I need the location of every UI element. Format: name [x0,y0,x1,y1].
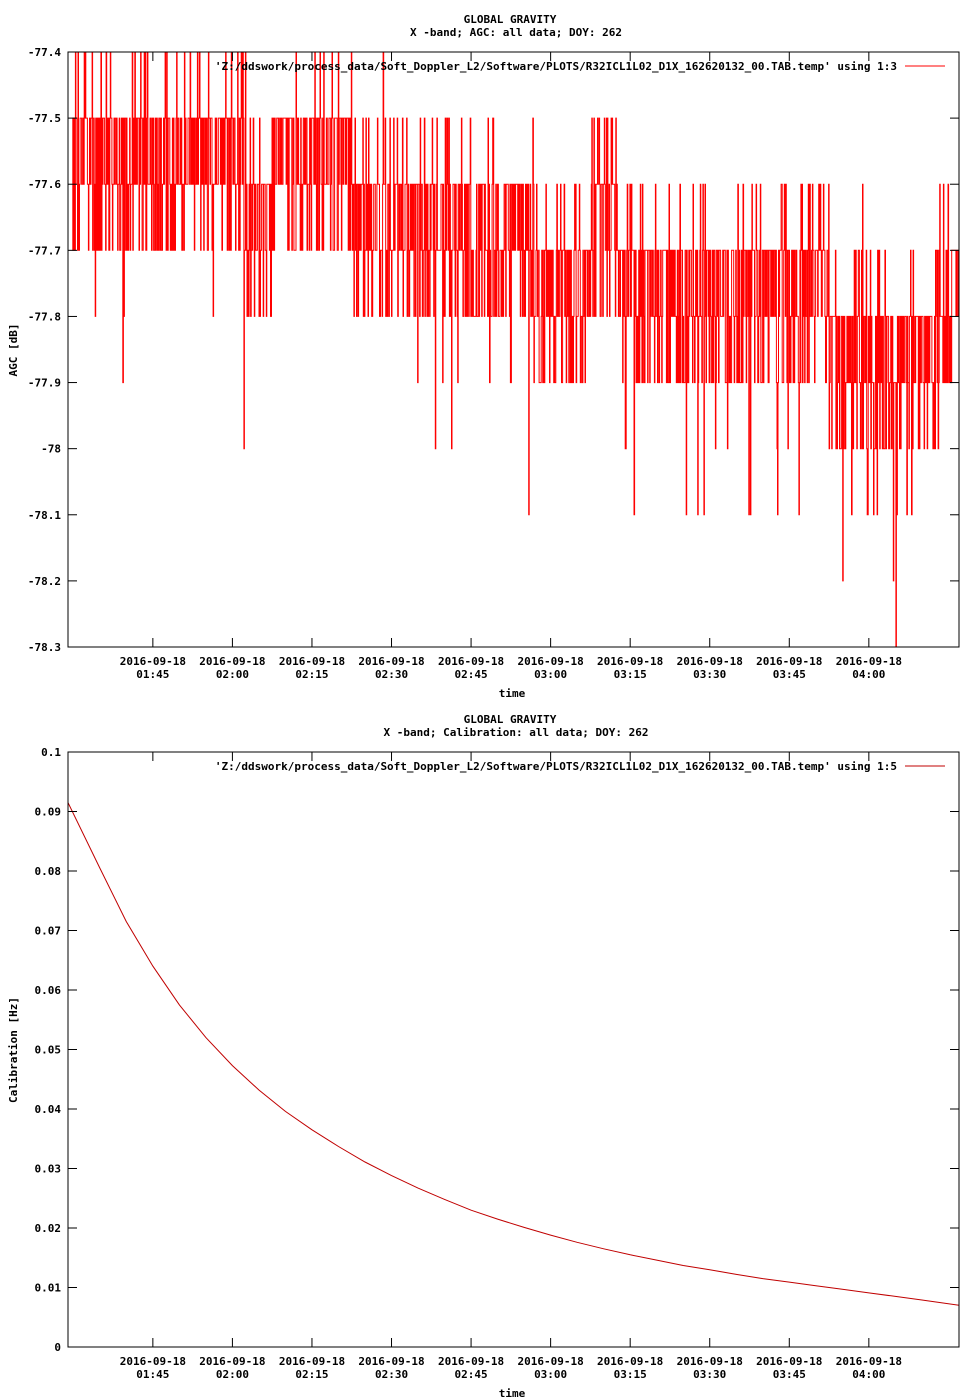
y-tick-label: -77.5 [28,112,61,125]
y-tick-label: 0.01 [35,1282,62,1295]
plot-frame [67,51,960,648]
y-tick-label: -78 [41,443,61,456]
x-tick-label-time: 01:45 [136,668,169,681]
x-axis-label: time [499,687,526,700]
series-layer [72,52,959,647]
x-tick-label-time: 03:00 [534,668,567,681]
y-tick-label: 0.03 [35,1163,62,1176]
x-tick-label-time: 03:45 [773,668,806,681]
x-tick-label-date: 2016-09-18 [836,655,902,668]
x-tick-label-date: 2016-09-18 [597,1355,663,1368]
y-tick-label: 0 [54,1341,61,1354]
x-tick-label-date: 2016-09-18 [518,1355,584,1368]
legend-label: 'Z:/ddswork/process_data/Soft_Doppler_L2… [215,60,897,73]
x-tick-label-date: 2016-09-18 [438,1355,504,1368]
x-tick-label-time: 02:00 [216,1368,249,1381]
legend: 'Z:/ddswork/process_data/Soft_Doppler_L2… [215,760,945,773]
x-tick-label-time: 02:30 [375,1368,408,1381]
calibration-chart: GLOBAL GRAVITY X -band; Calibration: all… [7,713,960,1400]
x-tick-label-date: 2016-09-18 [279,1355,345,1368]
x-tick-label-date: 2016-09-18 [518,655,584,668]
chart-title: GLOBAL GRAVITY [464,713,557,726]
axes-layer: -77.4 -77.5 -77.6 -77.7 -77.8 -77.9 -78 -78.1 -7… [28,46,959,681]
x-tick-label-time: 02:45 [455,668,488,681]
x-tick-label-time: 04:00 [852,1368,885,1381]
y-axis-label: AGC [dB] [7,324,20,377]
x-tick-label-time: 02:45 [455,1368,488,1381]
chart-title: GLOBAL GRAVITY [464,13,557,26]
chart-subtitle: X -band; Calibration: all data; DOY: 262 [384,726,649,739]
y-tick-label: 0.05 [35,1044,62,1057]
legend: 'Z:/ddswork/process_data/Soft_Doppler_L2… [215,60,945,73]
y-tick-label: -77.4 [28,46,61,59]
y-tick-label: -78.1 [28,509,61,522]
axes-layer: 0.1 0.09 0.08 0.07 0.06 0.05 0.04 0.03 0.02 0.01 0… [35,746,959,1381]
x-tick-label-time: 03:30 [693,668,726,681]
y-tick-label: 0.07 [35,925,62,938]
x-tick-label-date: 2016-09-18 [199,655,265,668]
chart-subtitle: X -band; AGC: all data; DOY: 262 [410,26,622,39]
x-tick-label-time: 02:15 [295,1368,328,1381]
x-tick-label-date: 2016-09-18 [199,1355,265,1368]
x-tick-label-time: 03:00 [534,1368,567,1381]
y-tick-label: -77.6 [28,178,61,191]
y-tick-label: -78.3 [28,641,61,654]
plot-frame [67,751,960,1348]
x-tick-label-time: 02:00 [216,668,249,681]
y-tick-label: -78.2 [28,575,61,588]
legend-label: 'Z:/ddswork/process_data/Soft_Doppler_L2… [215,760,897,773]
x-tick-label-date: 2016-09-18 [120,1355,186,1368]
y-tick-label: 0.04 [35,1103,62,1116]
y-tick-label: 0.1 [41,746,61,759]
x-tick-label-date: 2016-09-18 [358,1355,424,1368]
x-tick-label-time: 02:15 [295,668,328,681]
x-tick-label-date: 2016-09-18 [836,1355,902,1368]
series-layer [68,802,959,1306]
x-tick-label-date: 2016-09-18 [358,655,424,668]
y-tick-label: -77.7 [28,244,61,257]
x-tick-label-date: 2016-09-18 [120,655,186,668]
x-tick-label-date: 2016-09-18 [279,655,345,668]
x-tick-label-date: 2016-09-18 [756,1355,822,1368]
x-tick-label-time: 01:45 [136,1368,169,1381]
x-tick-label-time: 03:15 [614,1368,647,1381]
series-line [72,52,959,647]
x-tick-label-date: 2016-09-18 [438,655,504,668]
x-tick-label-date: 2016-09-18 [677,1355,743,1368]
y-tick-label: 0.06 [35,984,62,997]
y-tick-label: -77.9 [28,377,61,390]
x-tick-label-time: 04:00 [852,668,885,681]
x-tick-label-time: 03:45 [773,1368,806,1381]
y-tick-label: -77.8 [28,310,61,323]
x-axis-label: time [499,1387,526,1400]
agc-chart: GLOBAL GRAVITY X -band; AGC: all data; D… [7,13,960,700]
x-tick-label-time: 02:30 [375,668,408,681]
y-tick-label: 0.08 [35,865,62,878]
x-tick-label-date: 2016-09-18 [677,655,743,668]
x-tick-label-date: 2016-09-18 [597,655,663,668]
y-tick-label: 0.02 [35,1222,62,1235]
series-line [68,802,959,1306]
x-tick-label-time: 03:15 [614,668,647,681]
x-tick-label-date: 2016-09-18 [756,655,822,668]
y-axis-label: Calibration [Hz] [7,997,20,1103]
x-tick-label-time: 03:30 [693,1368,726,1381]
y-tick-label: 0.09 [35,806,62,819]
